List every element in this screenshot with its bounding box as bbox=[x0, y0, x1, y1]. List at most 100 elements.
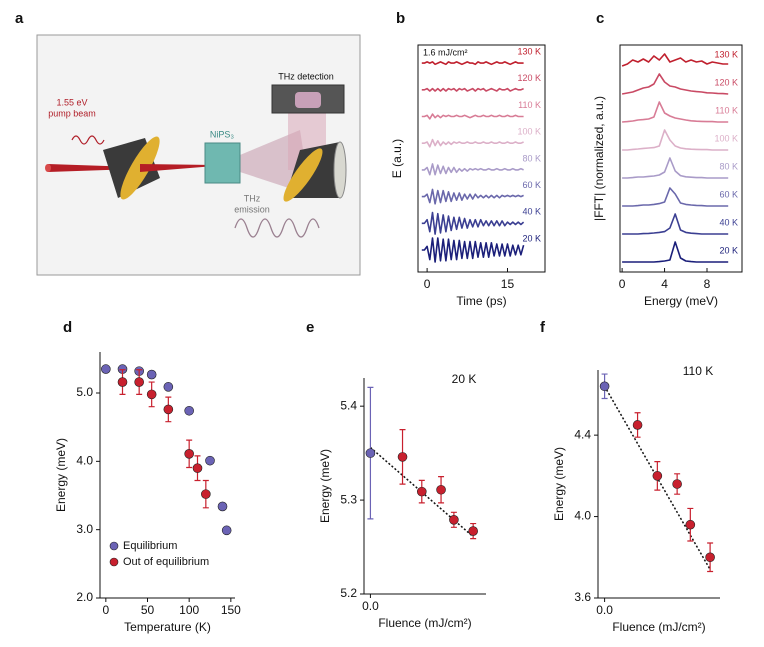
trace bbox=[421, 188, 524, 205]
point bbox=[468, 526, 478, 536]
x-axis-label: Time (ps) bbox=[456, 294, 506, 308]
detector-window bbox=[295, 92, 321, 108]
x-tick-label: 15 bbox=[501, 277, 515, 291]
legend-marker bbox=[109, 541, 119, 551]
panel-label: b bbox=[396, 10, 405, 27]
point bbox=[652, 471, 663, 481]
x-axis-label: Temperature (K) bbox=[124, 620, 211, 634]
point bbox=[221, 525, 232, 536]
series-label: 60 K bbox=[522, 180, 541, 190]
point bbox=[365, 448, 376, 458]
sample-crystal bbox=[204, 142, 241, 184]
series-label: 40 K bbox=[719, 217, 738, 227]
plot-frame bbox=[619, 44, 743, 273]
point bbox=[101, 364, 111, 374]
point bbox=[184, 405, 194, 416]
panel-a-diagram: 1.55 eV pump beam NiPS₃ THz detection TH… bbox=[36, 34, 361, 276]
trace bbox=[421, 237, 525, 263]
x-tick-label: 50 bbox=[141, 603, 155, 617]
x-tick-label: 4 bbox=[661, 277, 668, 291]
x-tick-label: 8 bbox=[704, 277, 711, 291]
series-label: 80 K bbox=[719, 161, 738, 171]
y-tick-label: 5.3 bbox=[340, 492, 357, 506]
y-tick-label: 3.0 bbox=[76, 522, 93, 536]
trace bbox=[622, 187, 729, 207]
y-axis-label: Energy (meV) bbox=[318, 449, 332, 523]
point bbox=[192, 463, 203, 473]
point bbox=[117, 377, 128, 387]
trace bbox=[622, 157, 729, 179]
legend-marker bbox=[109, 557, 119, 567]
trace bbox=[421, 113, 524, 120]
y-axis-label: Energy (meV) bbox=[552, 447, 566, 521]
trace bbox=[622, 241, 729, 263]
x-axis-label: Energy (meV) bbox=[644, 294, 718, 308]
panel-label: a bbox=[15, 10, 24, 27]
trace bbox=[622, 101, 729, 123]
x-axis-label: Fluence (mJ/cm²) bbox=[378, 616, 471, 630]
trace bbox=[622, 213, 729, 235]
pump-beam-end bbox=[45, 164, 51, 172]
point bbox=[436, 484, 446, 495]
panel-label: e bbox=[306, 319, 314, 336]
y-tick-label: 4.0 bbox=[76, 454, 93, 468]
mirror-end bbox=[333, 141, 347, 199]
pump-pulse bbox=[71, 135, 105, 145]
parabolic-mirror-face bbox=[283, 148, 323, 202]
x-tick-label: 0 bbox=[102, 603, 109, 617]
series-label: 40 K bbox=[522, 207, 541, 217]
x-tick-label: 150 bbox=[221, 603, 241, 617]
trace bbox=[421, 138, 524, 148]
point bbox=[397, 452, 408, 462]
point bbox=[449, 515, 459, 525]
y-tick-label: 5.4 bbox=[340, 398, 357, 412]
y-tick-label: 2.0 bbox=[76, 590, 93, 604]
emission-label: THz bbox=[244, 193, 261, 203]
trace bbox=[621, 53, 729, 67]
point bbox=[705, 552, 715, 563]
series-label: 110 K bbox=[518, 100, 541, 110]
y-axis-label: E (a.u.) bbox=[390, 139, 404, 178]
emission-label: emission bbox=[234, 204, 270, 214]
pump-energy: 1.55 eV bbox=[56, 97, 87, 107]
y-tick-label: 3.6 bbox=[574, 590, 591, 604]
trace bbox=[421, 87, 524, 92]
series-label: 120 K bbox=[517, 73, 541, 83]
series-label: 80 K bbox=[522, 153, 541, 163]
focused-beam bbox=[140, 164, 215, 172]
series-label: 130 K bbox=[714, 49, 738, 59]
point bbox=[416, 486, 427, 497]
trace bbox=[621, 73, 729, 95]
series-label: 110 K bbox=[715, 105, 738, 115]
y-axis-label: |FFT| (normalized, a.u.) bbox=[592, 96, 606, 221]
y-axis-label: Energy (meV) bbox=[54, 438, 68, 512]
trace bbox=[421, 211, 525, 235]
y-tick-label: 5.0 bbox=[76, 385, 93, 399]
legend-label: Out of equilibrium bbox=[123, 556, 209, 568]
pump-label: pump beam bbox=[48, 108, 96, 118]
thz-waveform bbox=[234, 218, 320, 238]
y-tick-label: 4.0 bbox=[574, 509, 591, 523]
point bbox=[163, 382, 174, 392]
trace bbox=[622, 129, 729, 151]
x-tick-label: 0 bbox=[619, 277, 626, 291]
point bbox=[599, 381, 610, 392]
point bbox=[632, 420, 643, 430]
point bbox=[146, 369, 157, 380]
point bbox=[672, 479, 682, 489]
annotation: 110 K bbox=[683, 364, 713, 378]
pump-beam bbox=[48, 164, 135, 172]
series-label: 120 K bbox=[714, 77, 738, 87]
series-label: 100 K bbox=[714, 133, 738, 143]
series-label: 100 K bbox=[517, 127, 541, 137]
legend-label: Equilibrium bbox=[123, 540, 177, 552]
point bbox=[201, 489, 211, 499]
sample-label: NiPS₃ bbox=[210, 129, 235, 139]
point bbox=[134, 377, 144, 387]
y-tick-label: 4.4 bbox=[574, 427, 591, 441]
panel-label: c bbox=[596, 10, 604, 27]
detection-label: THz detection bbox=[278, 71, 334, 81]
panel-label: d bbox=[63, 319, 72, 336]
point bbox=[184, 449, 194, 459]
